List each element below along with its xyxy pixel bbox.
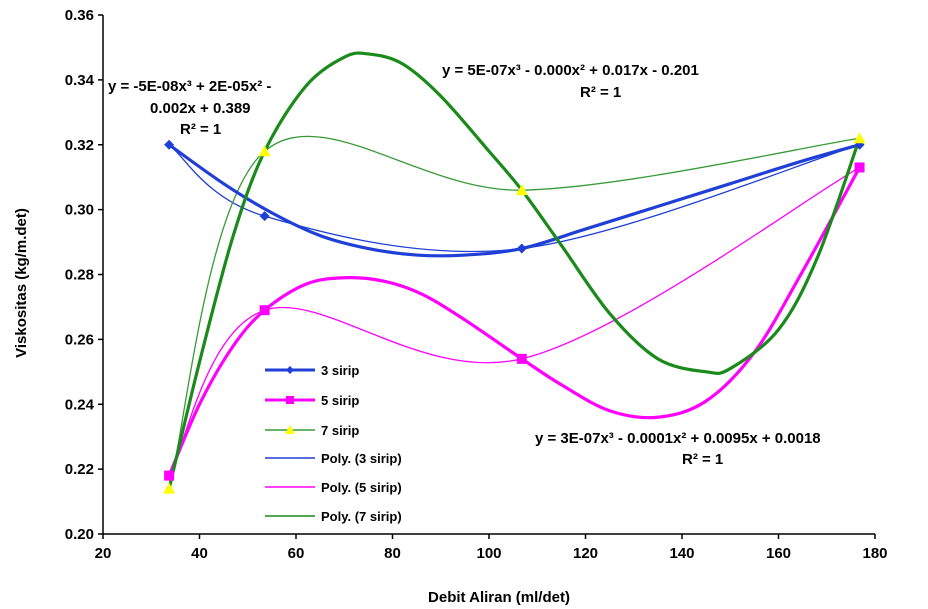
y-ticks: 0.20 0.22 0.24 0.26 0.28 0.30 0.32 0.34 0.36 [65, 7, 103, 543]
overlay-curve-5-sirip [167, 166, 861, 477]
legend-item-3-sirip: 3 sirip [265, 363, 359, 378]
y-tick-label: 0.36 [65, 7, 94, 24]
x-ticks: 20 40 60 80 100 120 140 160 180 [95, 534, 888, 562]
equation-3-sirip-line-2: 0.002x + 0.389 [150, 100, 251, 117]
y-tick-label: 0.20 [65, 526, 94, 543]
overlay-curve-3-sirip [168, 143, 860, 258]
equation-3-sirip: y = -5E-08x³ + 2E-05x² - 0.002x + 0.389 … [108, 78, 271, 138]
legend-label-poly-3-sirip: Poly. (3 sirip) [321, 451, 402, 466]
series-line-3-sirip [168, 144, 860, 253]
equation-7-sirip-r2: R² = 1 [580, 84, 621, 101]
series-line-5-sirip [168, 166, 860, 476]
x-tick-label: 40 [191, 545, 208, 562]
y-axis-title: Viskositas (kg/m.det) [13, 208, 30, 358]
equation-7-sirip-line-1: y = 5E-07x³ - 0.000x² + 0.017x - 0.201 [442, 62, 699, 79]
square-marker-icon [286, 396, 294, 404]
data-point-3-sirip [259, 211, 270, 222]
equation-7-sirip: y = 5E-07x³ - 0.000x² + 0.017x - 0.201 R… [442, 62, 699, 101]
y-tick-label: 0.24 [65, 396, 95, 413]
legend-item-5-sirip: 5 sirip [265, 393, 359, 408]
equation-5-sirip-r2: R² = 1 [682, 451, 723, 468]
data-point-5-sirip [854, 162, 865, 173]
legend-label-3-sirip: 3 sirip [321, 363, 359, 378]
x-tick-label: 180 [862, 545, 887, 562]
x-axis-title: Debit Aliran (ml/det) [428, 589, 570, 606]
data-point-7-sirip [515, 184, 528, 196]
data-point-3-sirip [164, 139, 175, 150]
series-line-7-sirip [168, 135, 860, 489]
x-tick-label: 20 [95, 545, 112, 562]
legend-label-5-sirip: 5 sirip [321, 393, 359, 408]
data-point-7-sirip [853, 132, 866, 144]
x-tick-label: 160 [766, 545, 791, 562]
y-tick-label: 0.32 [65, 137, 94, 154]
overlay-curve-7-sirip [167, 51, 862, 489]
y-tick-label: 0.30 [65, 202, 94, 219]
markers-layer [163, 132, 866, 494]
legend: 3 sirip 5 sirip 7 sirip Poly. (3 sirip) … [265, 363, 402, 524]
legend-item-poly-7-sirip: Poly. (7 sirip) [265, 509, 402, 524]
legend-label-poly-7-sirip: Poly. (7 sirip) [321, 509, 402, 524]
equation-5-sirip: y = 3E-07x³ - 0.0001x² + 0.0095x + 0.001… [535, 430, 821, 468]
diamond-marker-icon [286, 366, 294, 374]
equation-3-sirip-line-1: y = -5E-08x³ + 2E-05x² - [108, 78, 271, 95]
triangle-marker-icon [285, 425, 295, 434]
y-tick-label: 0.34 [65, 72, 95, 89]
data-point-5-sirip [164, 470, 175, 481]
data-point-7-sirip [258, 145, 271, 157]
curves-layer [167, 51, 862, 489]
x-tick-label: 100 [476, 545, 501, 562]
y-tick-label: 0.26 [65, 331, 94, 348]
legend-item-7-sirip: 7 sirip [265, 423, 359, 438]
x-tick-label: 60 [288, 545, 305, 562]
data-point-5-sirip [516, 353, 527, 364]
legend-item-poly-5-sirip: Poly. (5 sirip) [265, 480, 402, 495]
y-tick-label: 0.22 [65, 461, 94, 478]
x-tick-label: 120 [573, 545, 598, 562]
x-tick-label: 80 [384, 545, 401, 562]
legend-item-poly-3-sirip: Poly. (3 sirip) [265, 451, 402, 466]
y-tick-label: 0.28 [65, 267, 94, 284]
data-point-5-sirip [259, 305, 270, 316]
legend-label-7-sirip: 7 sirip [321, 423, 359, 438]
legend-label-poly-5-sirip: Poly. (5 sirip) [321, 480, 402, 495]
data-point-7-sirip [163, 482, 176, 494]
equation-5-sirip-line-1: y = 3E-07x³ - 0.0001x² + 0.0095x + 0.001… [535, 430, 821, 447]
x-tick-label: 140 [669, 545, 694, 562]
data-point-3-sirip [516, 243, 527, 254]
equation-3-sirip-r2: R² = 1 [180, 121, 221, 138]
